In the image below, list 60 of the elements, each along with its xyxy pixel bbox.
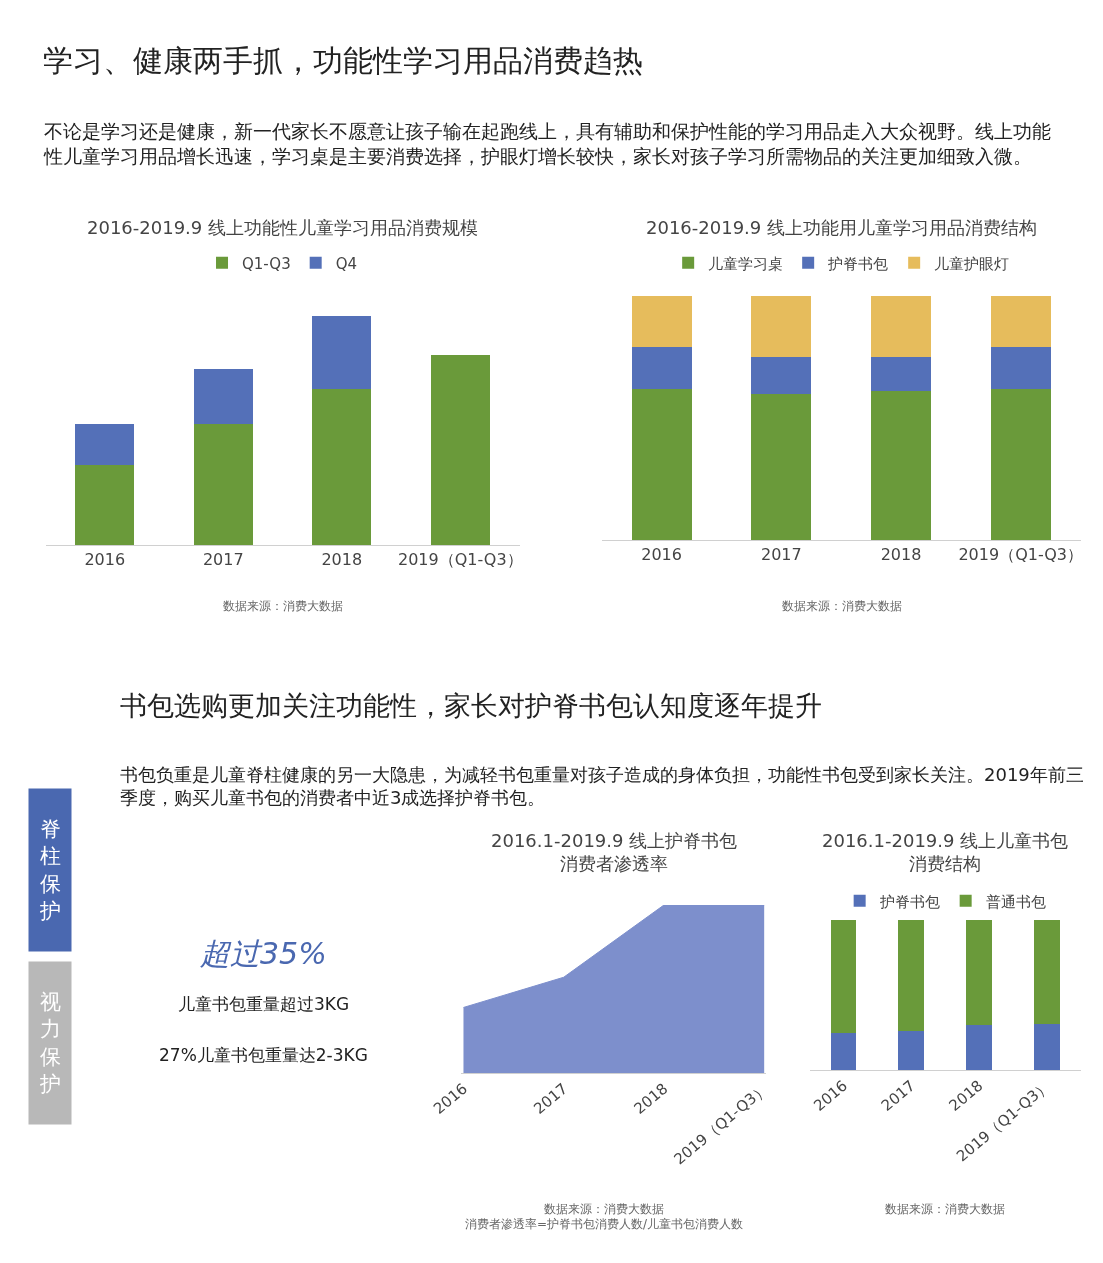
legend-label: 儿童学习桌 xyxy=(708,254,784,273)
bar xyxy=(966,920,992,1025)
bar xyxy=(966,1025,992,1070)
bar xyxy=(990,296,1051,348)
text: 脊柱保护 xyxy=(39,817,61,923)
bar xyxy=(990,388,1051,540)
text: 书包选购更加关注功能性，家长对护脊书包认知度逐年提升 xyxy=(120,690,822,721)
text: 视力保护 xyxy=(39,990,61,1096)
bar xyxy=(751,296,812,357)
text: 儿童书包重量超过3KG xyxy=(178,994,350,1014)
bar xyxy=(990,347,1051,389)
x-tick-label: 2017 xyxy=(202,550,244,570)
text: 消费者渗透率=护脊书包消费人数/儿童书包消费人数 xyxy=(465,1217,744,1231)
bar xyxy=(631,296,692,348)
bar xyxy=(751,357,812,394)
bar xyxy=(871,296,931,357)
bar xyxy=(871,357,931,392)
bar xyxy=(1033,1023,1060,1070)
bar xyxy=(193,423,253,545)
bar xyxy=(312,316,372,390)
legend-label: 普通书包 xyxy=(985,892,1046,911)
chart-title: 2016.1-2019.9 线上护脊书包消费者渗透率 xyxy=(491,830,738,875)
text: 书包负重是儿童脊柱健康的另一大隐患，为减轻书包重量对孩子造成的身体负担，功能性书包受到家长关注。2019年前三季度，购买儿童书包的消费者中近3成选择护脊书包。 xyxy=(120,764,1084,809)
bar xyxy=(830,920,857,1033)
x-tick-label: 2018 xyxy=(880,545,922,565)
bar xyxy=(193,368,253,424)
text: 不论是学习还是健康，新一代家长不愿意让孩子输在起跑线上，具有辅助和保护性能的学习用品走入大众视野。线上功能性儿童学习用品增长迅速，学习桌是主要消费选择，护眼灯增长较快，家长对孩子学习所需物品的关注更加细致入微。 xyxy=(43,120,1051,167)
bar xyxy=(898,1031,925,1070)
bar xyxy=(751,393,812,540)
source-note: 数据来源：消费大数据 xyxy=(885,1202,1005,1216)
bar xyxy=(312,389,372,545)
text: 27%儿童书包重量达2-3KG xyxy=(159,1045,368,1065)
bar xyxy=(75,464,135,545)
legend-label: Q4 xyxy=(335,254,358,273)
bar xyxy=(631,347,692,389)
source-note: 数据来源：消费大数据 xyxy=(782,599,902,613)
x-tick-label: 2017 xyxy=(760,545,802,565)
source-note: 数据来源：消费大数据 xyxy=(223,599,343,613)
legend-label: 护脊书包 xyxy=(878,892,940,911)
bar xyxy=(75,423,135,465)
bar xyxy=(871,391,931,540)
bar xyxy=(898,920,925,1031)
bar xyxy=(830,1032,857,1070)
x-tick-label: 2018 xyxy=(321,550,363,570)
x-tick-label: 2019（Q1-Q3） xyxy=(958,545,1084,565)
x-tick-label: 2016 xyxy=(84,550,126,570)
legend-label: 儿童护眼灯 xyxy=(934,254,1010,273)
legend-label: Q1-Q3 xyxy=(242,254,291,273)
source-note: 数据来源：消费大数据 xyxy=(544,1202,664,1216)
bar xyxy=(430,354,490,545)
bar xyxy=(1033,920,1060,1024)
x-tick-label: 2019（Q1-Q3） xyxy=(397,550,523,570)
bar xyxy=(631,388,692,540)
legend-label: 护脊书包 xyxy=(827,254,889,273)
text: 学习、健康两手抓，功能性学习用品消费趋热 xyxy=(43,43,643,78)
chart-title: 2016-2019.9 线上功能用儿童学习用品消费结构 xyxy=(646,217,1038,238)
text: 超过35% xyxy=(200,936,327,971)
chart-title: 2016.1-2019.9 线上儿童书包消费结构 xyxy=(822,830,1069,875)
chart-title: 2016-2019.9 线上功能性儿童学习用品消费规模 xyxy=(87,217,479,238)
x-tick-label: 2016 xyxy=(641,545,682,565)
